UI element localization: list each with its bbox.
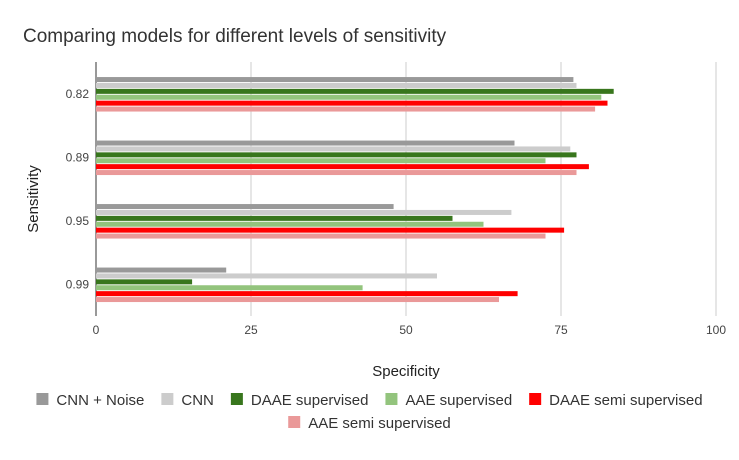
bar-cnn-noise-0.82 <box>96 77 574 83</box>
legend: CNN + Noise CNN DAAE supervised AAE supervi… <box>36 392 703 432</box>
x-tick-label: 50 <box>399 323 413 337</box>
legend-label: AAE supervised <box>405 392 512 409</box>
legend-item: CNN <box>161 392 214 409</box>
legend-label: CNN + Noise <box>56 392 144 409</box>
legend-swatch <box>161 393 174 405</box>
bar-cnn-0.99 <box>96 273 437 279</box>
bar-aae-supervised-0.82 <box>96 94 602 100</box>
x-axis-title: Specificity <box>372 363 440 380</box>
y-axis-title: Sensitivity <box>25 165 42 233</box>
bar-aae-supervised-0.89 <box>96 158 546 164</box>
legend-item: CNN + Noise <box>36 392 144 409</box>
x-tick-labels: 0 25 50 75 100 <box>93 323 727 337</box>
y-tick-label: 0.95 <box>66 214 90 228</box>
legend-label: DAAE semi supervised <box>549 392 702 409</box>
bar-daae-supervised-0.89 <box>96 152 577 158</box>
bar-cnn-0.89 <box>96 146 571 152</box>
bar-cnn-0.95 <box>96 209 512 215</box>
x-tick-label: 100 <box>706 323 726 337</box>
bar-daae-semi-supervised-0.82 <box>96 100 608 106</box>
x-tick-label: 75 <box>554 323 568 337</box>
bar-cnn-0.82 <box>96 82 577 88</box>
x-tick-label: 25 <box>244 323 258 337</box>
bar-aae-supervised-0.99 <box>96 285 363 291</box>
y-tick-label: 0.82 <box>66 87 90 101</box>
legend-item: DAAE supervised <box>230 392 369 409</box>
legend-swatch <box>230 393 243 405</box>
legend-swatch <box>529 393 542 405</box>
x-tick-label: 0 <box>93 323 100 337</box>
bar-aae-semi-supervised-0.99 <box>96 297 499 303</box>
legend-swatch <box>288 416 301 428</box>
legend-swatch <box>36 393 49 405</box>
y-tick-labels: 0.82 0.89 0.95 0.99 <box>66 87 90 292</box>
bars <box>96 77 614 303</box>
chart-title: Comparing models for different levels of… <box>23 26 447 47</box>
legend-label: DAAE supervised <box>251 392 369 409</box>
bar-aae-supervised-0.95 <box>96 221 484 227</box>
bar-cnn-noise-0.99 <box>96 267 227 273</box>
y-tick-label: 0.89 <box>66 150 90 164</box>
legend-item: DAAE semi supervised <box>529 392 703 409</box>
bar-cnn-noise-0.95 <box>96 204 394 210</box>
legend-item: AAE supervised <box>385 392 512 409</box>
legend-item: AAE semi supervised <box>288 415 451 432</box>
bar-daae-supervised-0.82 <box>96 88 614 94</box>
bar-aae-semi-supervised-0.89 <box>96 170 577 176</box>
legend-swatch <box>385 393 398 405</box>
legend-label: AAE semi supervised <box>308 415 451 432</box>
bar-daae-supervised-0.95 <box>96 215 453 221</box>
bar-aae-semi-supervised-0.95 <box>96 233 546 239</box>
bar-daae-semi-supervised-0.89 <box>96 164 589 170</box>
bar-daae-semi-supervised-0.99 <box>96 291 518 297</box>
bar-aae-semi-supervised-0.82 <box>96 106 596 112</box>
bar-daae-semi-supervised-0.95 <box>96 227 565 233</box>
bar-cnn-noise-0.89 <box>96 140 515 146</box>
y-tick-label: 0.99 <box>66 277 90 291</box>
legend-label: CNN <box>181 392 214 409</box>
bar-daae-supervised-0.99 <box>96 279 193 285</box>
